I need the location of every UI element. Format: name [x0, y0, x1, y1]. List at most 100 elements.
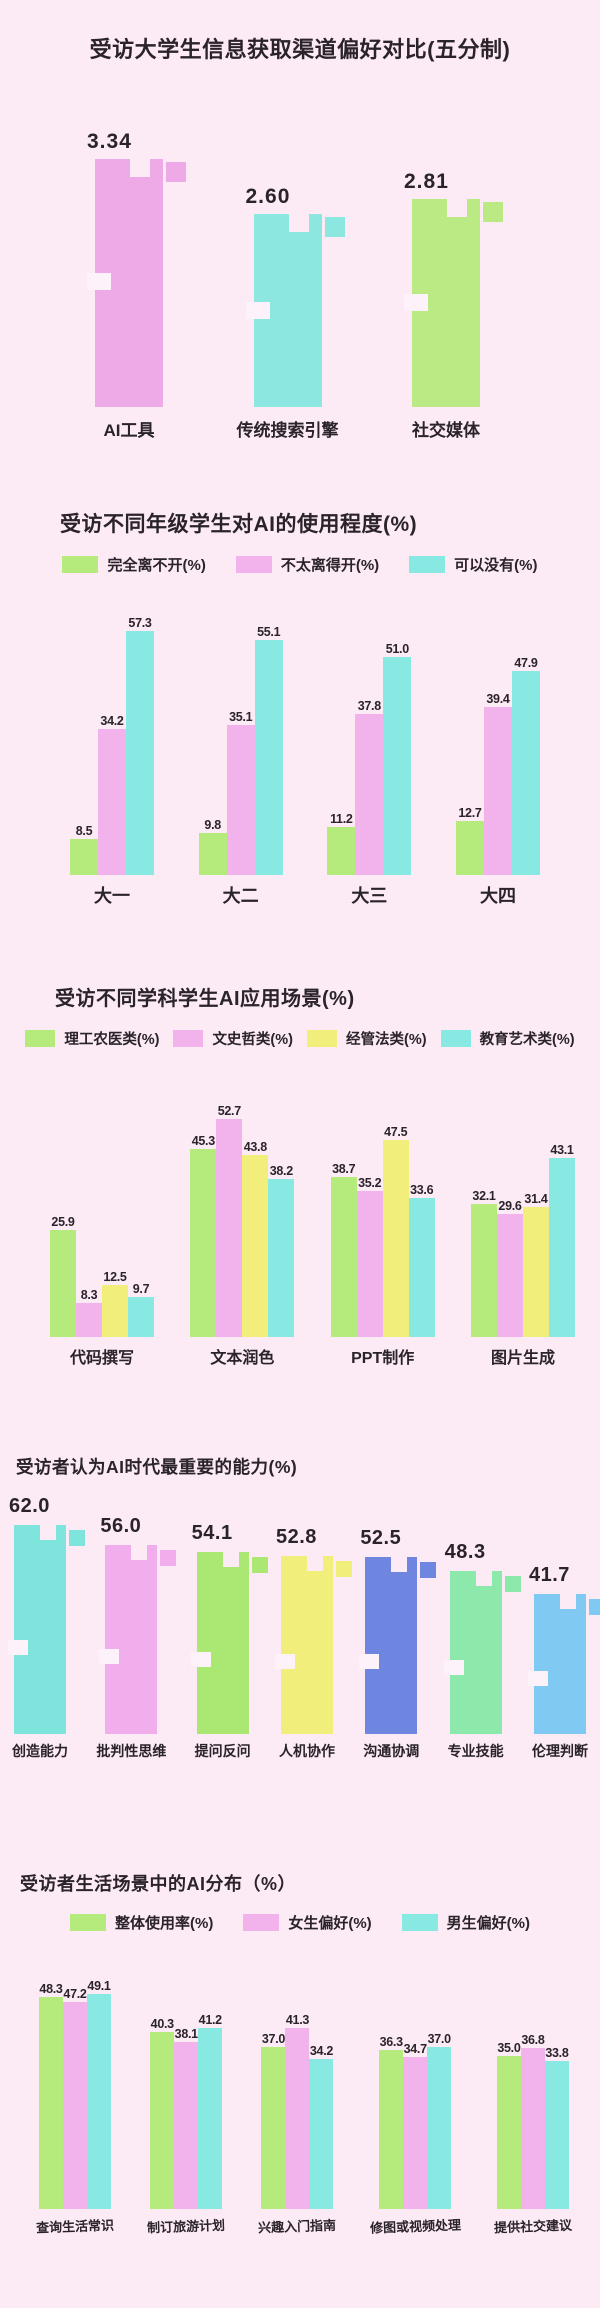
legend-chip — [401, 1914, 438, 1932]
category-label: 兴趣入门指南 — [258, 2217, 337, 2236]
bar: 36.3 — [379, 2035, 404, 2210]
bars-row: 40.3 38.1 41.2 — [150, 1981, 223, 2210]
chart-plot: 62.0 创造能力 56.0 批判性思维 54.1 提问反问 52.8 人机协作 52.5 沟通协… — [0, 1495, 600, 1761]
bar: 52.5 — [359, 1527, 437, 1734]
chart-title: 受访大学生信息获取渠道偏好对比(五分制) — [89, 37, 511, 62]
category-label: 社交媒体 — [412, 420, 480, 440]
bar-group: 38.7 35.2 47.5 33.6 PPT制作 — [330, 1109, 435, 1368]
bar-group: 3.34 AI工具 — [87, 130, 186, 441]
value-label: 45.3 — [191, 1133, 215, 1148]
value-label: 11.2 — [330, 811, 353, 826]
bar: 8.5 — [70, 824, 98, 875]
value-label: 40.3 — [150, 2017, 174, 2032]
value-label: 43.1 — [550, 1142, 574, 1157]
chart-plot: 25.9 8.3 12.5 9.7 代码撰写 45.3 52.7 43.8 38.2 文本润色 38… — [0, 1104, 600, 1368]
bar: 41.2 — [198, 2013, 223, 2210]
bar-group: 37.0 41.3 34.2 兴趣入门指南 — [258, 1981, 336, 2235]
bars-row: 54.1 — [190, 1515, 268, 1734]
bars-row: 56.0 — [99, 1515, 177, 1734]
bar-group: 25.9 8.3 12.5 9.7 代码撰写 — [50, 1109, 154, 1368]
value-label: 38.7 — [332, 1161, 356, 1176]
bar-notch — [99, 1648, 120, 1664]
bar: 2.81 — [404, 170, 503, 407]
bars-row: 25.9 8.3 12.5 9.7 — [50, 1109, 154, 1337]
bar: 54.1 — [190, 1522, 268, 1734]
bar: 34.2 — [98, 714, 126, 875]
bar: 52.8 — [274, 1526, 352, 1734]
category-label: 传统搜索引擎 — [236, 420, 339, 440]
legend-item: 女生偏好(%) — [243, 1912, 372, 1933]
legend-chip — [25, 1029, 56, 1047]
value-label: 56.0 — [100, 1514, 142, 1537]
bars-row: 9.8 35.1 55.1 — [198, 619, 283, 875]
value-label: 48.3 — [39, 1982, 63, 1997]
value-label: 49.1 — [87, 1979, 111, 1994]
bar-group: 54.1 提问反问 — [190, 1515, 268, 1761]
value-label: 37.8 — [357, 698, 381, 713]
legend-label: 可以没有(%) — [454, 556, 538, 574]
bar: 32.1 — [470, 1189, 497, 1337]
value-label: 51.0 — [385, 641, 409, 656]
bar: 12.5 — [102, 1270, 128, 1337]
legend-chip — [62, 555, 99, 573]
value-label: 35.0 — [497, 2041, 521, 2056]
legend-label: 教育艺术类(%) — [479, 1031, 575, 1048]
bar: 62.0 — [8, 1495, 85, 1734]
bar: 9.7 — [128, 1282, 154, 1337]
value-label: 35.1 — [229, 709, 253, 724]
bar: 39.4 — [483, 692, 512, 875]
value-label: 33.6 — [410, 1182, 434, 1197]
value-label: 38.1 — [174, 2027, 198, 2042]
category-label: 批判性思维 — [96, 1742, 167, 1759]
chart-ai-usage-by-grade: 受访不同年级学生对AI的使用程度(%) 完全离不开(%) 不太离得开(%) 可以没有… — [0, 511, 600, 908]
bar: 43.8 — [242, 1140, 269, 1337]
bar-notch — [245, 302, 270, 320]
value-label: 36.3 — [379, 2035, 403, 2050]
legend-item: 教育艺术类(%) — [440, 1028, 575, 1049]
bar-notch — [274, 1653, 295, 1669]
bars-row: 36.3 34.7 37.0 — [379, 1981, 452, 2210]
bar-group: 48.3 专业技能 — [443, 1515, 521, 1761]
bar: 52.7 — [216, 1104, 243, 1337]
bar-group: 8.5 34.2 57.3 大一 — [70, 615, 154, 908]
category-label: 查询生活常识 — [35, 2217, 115, 2236]
value-label: 57.3 — [128, 615, 152, 630]
value-label: 34.2 — [100, 713, 124, 728]
bar-notch — [359, 1653, 380, 1669]
category-label: AI工具 — [103, 420, 155, 440]
legend-item: 经管法类(%) — [307, 1028, 427, 1049]
value-label: 47.5 — [384, 1124, 408, 1139]
value-label: 12.7 — [458, 805, 482, 820]
chart-title: 受访不同学科学生AI应用场景(%) — [55, 987, 355, 1010]
bar: 56.0 — [99, 1515, 177, 1734]
bar: 38.7 — [330, 1162, 357, 1337]
legend-label: 理工农医类(%) — [64, 1031, 160, 1048]
bar-notch — [8, 1639, 28, 1655]
bar: 47.5 — [382, 1125, 409, 1337]
legend-chip — [409, 555, 446, 573]
category-label: 大一 — [94, 885, 130, 906]
value-label: 8.3 — [80, 1287, 98, 1302]
bar-group: 45.3 52.7 43.8 38.2 文本润色 — [190, 1104, 295, 1368]
bars-row: 48.3 47.2 49.1 — [39, 1979, 111, 2210]
value-label: 32.1 — [472, 1188, 496, 1203]
legend-item: 可以没有(%) — [409, 554, 538, 575]
bar-notch — [404, 294, 428, 312]
value-label: 25.9 — [51, 1214, 75, 1229]
chart-ai-scenarios-by-discipline: 受访不同学科学生AI应用场景(%) 理工农医类(%) 文史哲类(%) 经管法类(%)… — [0, 986, 600, 1368]
chart-plot: 8.5 34.2 57.3 大一 9.8 35.1 55.1 大二 11.2 37.8 51.0 大三… — [0, 615, 600, 908]
bar: 29.6 — [496, 1199, 523, 1337]
value-label: 8.5 — [75, 823, 93, 838]
legend-item: 不太离得开(%) — [235, 554, 379, 575]
category-label: 提问反问 — [194, 1742, 251, 1759]
bar: 34.7 — [403, 2042, 428, 2210]
bars-row: 3.34 — [87, 130, 186, 407]
category-label: 沟通协调 — [363, 1742, 420, 1759]
category-label: 图片生成 — [490, 1349, 555, 1367]
bars-row: 52.8 — [274, 1515, 352, 1734]
value-label: 52.5 — [360, 1526, 402, 1549]
value-label: 62.0 — [9, 1494, 50, 1517]
value-label: 29.6 — [498, 1198, 522, 1213]
category-label: 制订旅游计划 — [147, 2217, 226, 2236]
bar-group: 56.0 批判性思维 — [96, 1515, 177, 1761]
